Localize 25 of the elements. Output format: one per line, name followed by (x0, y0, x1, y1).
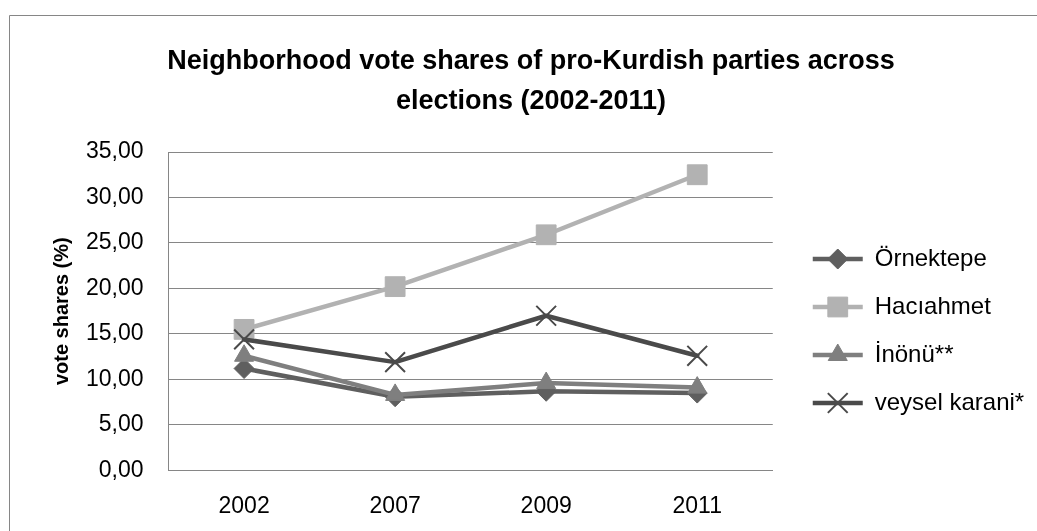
y-tick-label: 0,00 (98, 455, 144, 482)
point (384, 276, 406, 298)
point (686, 344, 709, 367)
y-tick-label: 20,00 (85, 273, 144, 300)
x-tick-label: 2009 (520, 491, 572, 518)
y-tick-label: 30,00 (85, 182, 144, 209)
y-tick-label: 15,00 (85, 319, 144, 346)
point (535, 304, 558, 327)
x-tick-label: 2007 (369, 491, 421, 518)
point (686, 164, 708, 186)
legend-label: İnönü** (874, 339, 954, 367)
y-tick-label: 10,00 (85, 364, 144, 391)
y-axis-title: vote shares (%) (49, 237, 72, 386)
legend-label: veysel karani* (874, 387, 1025, 415)
y-tick-label: 35,00 (85, 137, 144, 164)
legend-label: Örnektepe (874, 243, 987, 271)
chart-title: Neighborhood vote shares of pro-Kurdish parties across elections (2002-2011) (166, 44, 896, 117)
x-tick-label: 2002 (218, 491, 270, 518)
point (233, 328, 255, 351)
point (384, 351, 407, 374)
y-tick-label: 5,00 (98, 410, 144, 437)
x-tick-label: 2011 (672, 491, 722, 518)
legend-label: Hacıahmet (874, 291, 992, 319)
y-tick-label: 25,00 (85, 228, 144, 255)
point (535, 224, 557, 246)
